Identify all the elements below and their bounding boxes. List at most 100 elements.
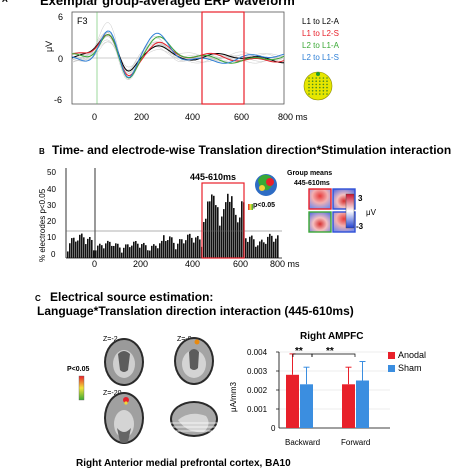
- panel-b-ytick: 40: [47, 185, 56, 194]
- legend-entry: L2 to L1-A: [302, 41, 339, 50]
- electrode-percentage-bar: [275, 238, 277, 258]
- electrode-percentage-bar: [119, 247, 121, 258]
- electrode-dot: [319, 86, 321, 89]
- electrode-percentage-bar: [135, 240, 137, 258]
- scale-max: 3: [358, 194, 363, 203]
- electrode-percentage-bar: [143, 242, 145, 258]
- electrode-percentage-bar: [233, 208, 235, 258]
- legend-swatch-sham: [388, 365, 395, 372]
- window-label: 445-610ms: [190, 172, 237, 182]
- electrode-cap-icon: [303, 71, 333, 101]
- pvalue-colorbar: [248, 204, 253, 210]
- electrode-percentage-bar: [107, 240, 109, 258]
- electrode-percentage-bar: [175, 249, 177, 258]
- significance-marker: **: [295, 346, 303, 357]
- panel-a-ytick: 0: [58, 54, 64, 64]
- electrode-percentage-plot: [65, 168, 282, 259]
- panel-a-xunit: 800 ms: [278, 112, 308, 122]
- source-pvalue-colorbar: [78, 375, 85, 401]
- significance-bracket: [311, 353, 356, 357]
- panel-b-xtick: 600: [233, 259, 249, 269]
- electrode-percentage-bar: [205, 218, 207, 258]
- electrode-percentage-bar: [277, 235, 279, 258]
- electrode-percentage-bar: [253, 239, 255, 258]
- electrode-percentage-bar: [181, 239, 183, 258]
- colorbar-label: P<0.05: [67, 366, 90, 373]
- electrode-percentage-bar: [131, 245, 133, 258]
- electrode-percentage-bar: [219, 225, 221, 258]
- bar-ytick-label: 0.002: [247, 386, 268, 395]
- panel-a-letter: A: [2, 0, 8, 4]
- electrode-percentage-bar: [103, 248, 105, 258]
- electrode-dot: [315, 90, 318, 92]
- electrode-percentage-bar: [105, 243, 107, 258]
- electrode-percentage-bar: [241, 201, 243, 258]
- electrode-percentage-bar: [197, 235, 199, 258]
- electrode-percentage-bar: [183, 243, 185, 258]
- panel-a-xtick: 600: [234, 112, 250, 122]
- electrode-percentage-bar: [185, 240, 187, 258]
- electrode-percentage-bar: [171, 237, 173, 258]
- electrode-percentage-bar: [149, 250, 151, 258]
- bar-ytick-label: 0.003: [247, 367, 268, 376]
- electrode-percentage-bars: [67, 193, 279, 258]
- electrode-dot: [326, 93, 328, 95]
- erp-time-window: [201, 11, 245, 105]
- electrode-percentage-bar: [221, 216, 223, 258]
- electrode-percentage-bar: [125, 244, 127, 258]
- electrode-percentage-bar: [199, 239, 201, 258]
- electrode-dot: [311, 86, 314, 89]
- legend-entry: L1 to L2-S: [302, 29, 339, 38]
- bar-chart-title: Right AMPFC: [300, 331, 364, 342]
- electrode-percentage-bar: [155, 245, 157, 258]
- electrode-percentage-bar: [121, 252, 123, 258]
- electrode-percentage-bar: [153, 244, 155, 258]
- uv-colorbar: [345, 193, 355, 229]
- electrode-percentage-bar: [169, 236, 171, 258]
- topo-map-l1-to-l2-a: [308, 188, 332, 210]
- group-means-window: 445-610ms: [294, 180, 330, 187]
- electrode-dot: [326, 86, 328, 89]
- panel-b-ytick: 0: [51, 250, 56, 259]
- electrode-percentage-bar: [81, 233, 83, 258]
- brain-slices: [78, 337, 218, 444]
- electrode-dot: [319, 83, 321, 86]
- electrode-percentage-bar: [75, 241, 77, 258]
- electrode-percentage-bar: [157, 248, 159, 258]
- electrode-percentage-bar: [101, 245, 103, 258]
- erp-trace: [71, 34, 285, 79]
- electrode-percentage-bar: [77, 240, 79, 258]
- electrode-percentage-bar: [111, 245, 113, 258]
- electrode-percentage-bar: [235, 214, 237, 258]
- electrode-dot: [315, 80, 318, 82]
- erp-trace: [71, 30, 285, 79]
- electrode-percentage-bar: [167, 240, 169, 258]
- electrode-percentage-bar: [93, 250, 95, 258]
- bar-ytick-label: 0: [271, 424, 276, 433]
- head-topography-icon: [255, 174, 277, 196]
- bar-anodal: [342, 384, 355, 428]
- brain-axial-slice-z-2: [104, 338, 144, 386]
- electrode-percentage-bar: [139, 247, 141, 258]
- slice-label: Z=-2: [103, 336, 118, 343]
- electrode-percentage-bar: [115, 243, 117, 258]
- electrode-percentage-bar: [207, 201, 209, 258]
- panel-b-xtick: 0: [92, 259, 98, 269]
- electrode-percentage-bar: [91, 239, 93, 258]
- electrode-percentage-bar: [89, 237, 91, 258]
- electrode-dot: [326, 83, 328, 86]
- electrode-dot: [322, 80, 325, 82]
- electrode-dot: [322, 93, 325, 95]
- electrode-percentage-bar: [251, 235, 253, 258]
- ampfc-bar-chart: [276, 351, 395, 429]
- topo-map-l2-to-l1-a: [308, 211, 332, 233]
- bar-sham: [356, 380, 369, 428]
- electrode-percentage-bar: [187, 234, 189, 258]
- electrode-percentage-bar: [133, 241, 135, 258]
- electrode-percentage-bar: [229, 201, 231, 258]
- electrode-percentage-bar: [211, 194, 213, 258]
- slice-label: Z=-20: [103, 390, 122, 397]
- electrode-percentage-bar: [113, 245, 115, 258]
- electrode-percentage-bar: [177, 243, 179, 258]
- electrode-percentage-bar: [273, 241, 275, 258]
